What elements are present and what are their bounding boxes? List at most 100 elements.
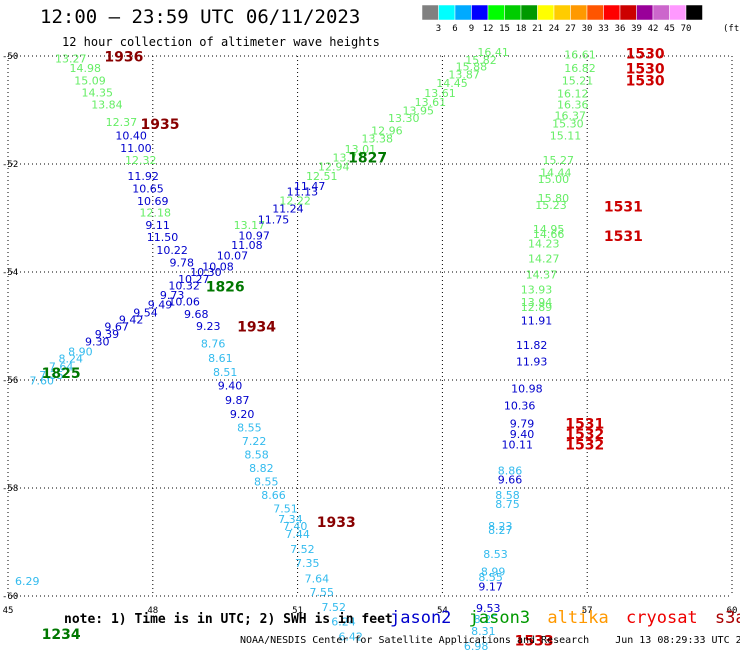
wave-height-value: 16.37 [555,110,587,123]
wave-height-value: 9.23 [196,320,221,333]
wave-height-value: 10.65 [132,183,164,196]
wave-height-value: 11.24 [272,203,304,216]
map-title: 12:00 — 23:59 UTC 06/11/2023 [40,6,361,28]
legend-jason2: jason2 [390,608,452,628]
wave-height-value: 12.32 [125,154,157,167]
wave-height-value: 7.60 [30,374,55,387]
wave-height-value: 9.11 [145,219,170,232]
wave-height-value: 8.75 [495,498,520,511]
wave-height-value: 9.54 [133,306,158,319]
wave-height-value: 11.08 [231,239,263,252]
pass-time-label: 1933 [317,515,356,531]
wave-height-value: 6.24 [331,616,356,629]
wave-height-value: 16.41 [477,46,509,59]
legend-altika: altika [547,608,609,628]
wave-height-value: 7.44 [285,528,310,541]
pass-time-label: 1531 [565,417,604,433]
wave-height-value: 9.20 [230,408,255,421]
wave-height-value: 7.40 [283,520,308,533]
wave-height-value: 11.13 [287,185,319,198]
wave-height-value: 15.00 [538,173,570,186]
wave-height-value: 12.89 [521,301,553,314]
pass-time-label: 1827 [348,150,387,166]
wave-height-value: 15.30 [552,117,584,130]
wave-height-value: 8.55 [237,421,262,434]
wave-height-value: 15.27 [542,154,574,167]
wave-height-value: 15.88 [456,61,488,74]
lat-tick-label: -54 [2,268,18,278]
wave-height-value: 9.17 [478,581,503,594]
wave-height-value: 6.98 [464,640,489,650]
wave-height-value: 13.94 [521,296,553,309]
wave-height-value: 10.08 [202,260,234,273]
wave-height-value: 8.25 [474,613,499,626]
wave-height-value: 9.73 [160,289,185,302]
colorbar-tick-label: 24 [549,24,560,34]
wave-height-value: 7.64 [49,360,74,373]
pass-time-label: 1533 [515,634,554,650]
wave-height-value: 14.35 [82,87,114,100]
wave-height-value: 13.84 [91,98,123,111]
wave-height-value: 9.30 [85,335,110,348]
colorbar-tick-label: 70 [681,24,692,34]
wave-height-value: 16.36 [557,98,589,111]
wave-height-value: 9.87 [225,394,250,407]
wave-height-value: 9.49 [148,299,173,312]
wave-height-value: 11.93 [516,355,548,368]
wave-height-value: 7.64 [305,573,330,586]
wave-height-value: 7.35 [39,369,64,382]
colorbar-swatch [685,4,703,21]
wave-height-value: 12.18 [139,206,171,219]
wave-height-value: 8.61 [208,352,233,365]
wave-height-value: 10.06 [168,295,200,308]
lat-tick-label: -56 [2,376,18,386]
wave-height-value: 8.82 [249,462,274,475]
wave-height-value: 15.21 [562,75,594,88]
wave-height-value: 8.55 [254,475,279,488]
colorbar-tick-label: 30 [582,24,593,34]
lat-tick-label: -50 [2,52,18,62]
colorbar-tick-label: 18 [516,24,527,34]
wave-height-value: 10.32 [168,279,200,292]
wave-height-value: 11.00 [120,142,152,155]
wave-height-value: 7.52 [322,601,347,614]
wave-height-value: 6.42 [338,630,363,643]
pass-time-label: 1936 [104,49,143,65]
wave-height-value: 10.27 [178,273,210,286]
units-note: note: 1) Time is in UTC; 2) SWH is in fe… [64,612,393,627]
wave-height-value: 8.58 [244,448,269,461]
pass-time-label: 1532 [565,438,604,454]
wave-height-value: 14.98 [69,62,101,75]
wave-height-value: 8.23 [488,520,513,533]
wave-height-value: 11.50 [147,231,179,244]
wave-height-value: 16.61 [564,49,596,62]
pass-time-label: 1234 [42,627,81,643]
wave-height-value: 14.66 [533,228,565,241]
pass-time-label: 1530 [626,74,665,90]
lon-tick-label: 45 [3,606,14,616]
wave-height-value: 8.86 [498,465,523,478]
wave-height-value: 10.30 [190,266,222,279]
pass-time-label: 1532 [565,427,604,443]
wave-height-value: 15.11 [550,130,582,143]
wave-height-value: 14.44 [540,166,572,179]
colorbar-unit: (ft) [723,24,740,34]
wave-height-value: 8.53 [483,548,508,561]
wave-height-value: 15.80 [538,192,570,205]
wave-height-value: 11.82 [516,339,548,352]
wave-height-value: 15.09 [74,75,106,88]
wave-height-value: 15.23 [535,199,567,212]
wave-height-value: 9.42 [119,313,144,326]
wave-height-value: 9.67 [104,320,129,333]
wave-height-value: 9.68 [184,308,209,321]
wave-height-value: 15.82 [465,54,497,67]
colorbar-tick-label: 3 [436,24,441,34]
legend-jason3: jason3 [468,608,531,628]
colorbar-tick-label: 27 [565,24,576,34]
pass-time-label: 1531 [604,200,643,216]
legend-cryosat: cryosat [626,608,698,628]
wave-height-value: 8.51 [213,366,238,379]
wave-height-value: 7.51 [273,502,298,515]
wave-height-value: 14.23 [528,238,560,251]
